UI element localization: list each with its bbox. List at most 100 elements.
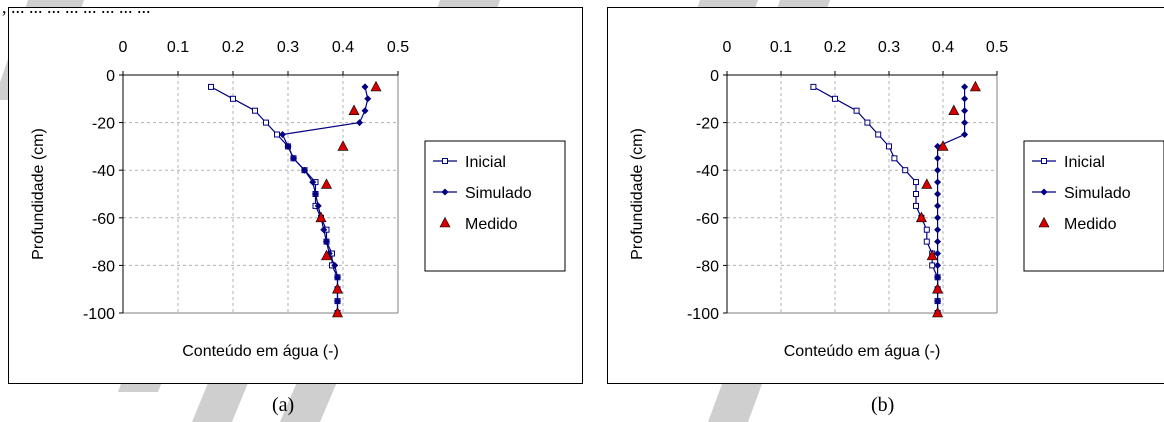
data-point-triangle <box>915 211 927 223</box>
data-point-square <box>923 238 930 245</box>
data-point-square <box>929 262 936 269</box>
data-point-diamond <box>364 95 372 103</box>
series-medido <box>915 80 981 318</box>
data-point-square <box>913 179 919 186</box>
data-point-diamond <box>961 119 969 127</box>
legend: Inicial Simulado Medido <box>424 140 566 272</box>
data-point-triangle <box>932 283 944 294</box>
legend-marker-square <box>1041 158 1047 164</box>
data-point-triangle <box>332 306 343 318</box>
data-point-square <box>913 202 919 209</box>
x-tick-label: 0.4 <box>932 39 954 56</box>
y-axis-title: Profundidade (cm) <box>629 128 646 260</box>
x-tick-label: 0.5 <box>387 39 409 56</box>
data-point-diamond <box>934 190 942 198</box>
x-tick-label: 0.1 <box>770 39 792 56</box>
data-point-triangle <box>948 104 960 115</box>
legend-label: Simulado <box>1064 185 1131 202</box>
x-tick-label: 0.2 <box>222 39 244 56</box>
legend: Inicial Simulado Medido <box>1023 140 1164 272</box>
data-point-triangle <box>315 211 327 223</box>
x-tick-label: 0.3 <box>277 39 299 56</box>
data-point-square <box>230 95 236 102</box>
data-point-triangle <box>937 140 949 151</box>
y-tick-label: 0 <box>106 68 115 85</box>
data-point-triangle <box>321 178 332 189</box>
legend-label: Inicial <box>465 154 506 171</box>
data-point-triangle <box>332 283 343 294</box>
data-point-diamond <box>361 83 369 91</box>
y-tick-label: -100 <box>687 306 719 323</box>
y-tick-label: 0 <box>710 68 719 85</box>
text-fragment-top: , ... ... ... ... ... ... ... ... <box>2 0 151 17</box>
data-point-diamond <box>934 297 942 305</box>
legend-marker-diamond <box>441 188 449 196</box>
data-point-diamond <box>361 107 369 115</box>
data-point-diamond <box>279 131 286 138</box>
y-tick-label: -20 <box>696 116 719 133</box>
legend-label: Medido <box>1064 216 1117 233</box>
data-point-diamond <box>934 273 942 281</box>
data-point-triangle <box>969 80 981 92</box>
data-point-square <box>853 107 860 114</box>
x-tick-label: 0 <box>723 39 732 56</box>
data-point-square <box>208 83 214 90</box>
legend-box <box>424 140 566 272</box>
data-point-diamond <box>934 226 942 234</box>
data-point-square <box>875 131 882 138</box>
series-medido <box>315 80 382 318</box>
y-axis-title: Profundidade (cm) <box>30 128 47 260</box>
data-point-diamond <box>934 238 942 246</box>
series-simulado <box>934 83 969 317</box>
legend-label: Inicial <box>1064 154 1105 171</box>
x-tick-label: 0 <box>119 39 128 56</box>
data-point-diamond <box>934 250 942 257</box>
data-point-diamond <box>356 119 363 127</box>
data-point-triangle <box>926 249 938 261</box>
panel-caption-a: (a) <box>272 394 295 416</box>
data-point-diamond <box>284 142 292 150</box>
chart-a: 0 0.1 0.2 0.3 0.4 0.5 0 -20 -40 -60 -80 -100 Conteúd… <box>8 7 583 384</box>
data-point-diamond <box>323 238 330 246</box>
data-point-diamond <box>961 83 969 91</box>
x-tick-label: 0.2 <box>824 39 846 56</box>
y-tick-label: -80 <box>696 258 719 275</box>
x-tick-label: 0.3 <box>878 39 900 56</box>
y-tick-label: -20 <box>92 116 115 133</box>
data-point-diamond <box>331 261 339 269</box>
legend-marker-triangle <box>439 216 451 228</box>
y-tick-label: -60 <box>696 211 719 228</box>
data-point-diamond <box>934 261 942 269</box>
data-point-square <box>252 107 258 114</box>
data-point-square <box>913 191 919 197</box>
data-point-triangle <box>921 178 933 189</box>
x-axis-title: Conteúdo em água (-) <box>784 343 941 360</box>
legend-marker-square <box>442 158 448 164</box>
data-point-diamond <box>334 297 341 305</box>
legend-marker-triangle <box>1038 216 1050 228</box>
data-point-diamond <box>334 273 341 281</box>
data-point-square <box>891 155 898 162</box>
data-point-diamond <box>312 190 319 198</box>
data-point-diamond <box>320 226 328 234</box>
data-point-square <box>832 95 838 102</box>
legend-label: Simulado <box>465 185 532 202</box>
x-axis-title: Conteúdo em água (-) <box>182 343 339 360</box>
y-tick-label: -40 <box>696 163 719 180</box>
data-point-diamond <box>961 95 969 103</box>
data-point-diamond <box>934 202 942 210</box>
data-point-diamond <box>301 166 308 174</box>
x-tick-label: 0.5 <box>986 39 1008 56</box>
data-point-square <box>810 83 817 90</box>
data-point-triangle <box>932 306 944 318</box>
legend-box <box>1023 140 1164 272</box>
x-tick-label: 0.1 <box>167 39 189 56</box>
data-point-diamond <box>961 131 969 138</box>
data-point-diamond <box>934 166 942 174</box>
x-tick-label: 0.4 <box>332 39 354 56</box>
data-point-triangle <box>348 104 360 115</box>
y-tick-label: -80 <box>92 258 115 275</box>
panel-caption-b: (b) <box>871 394 895 416</box>
chart-b: 0 0.1 0.2 0.3 0.4 0.5 0 -20 -40 -60 -80 -100 Conteúd… <box>607 7 1164 384</box>
data-point-square <box>886 143 892 150</box>
